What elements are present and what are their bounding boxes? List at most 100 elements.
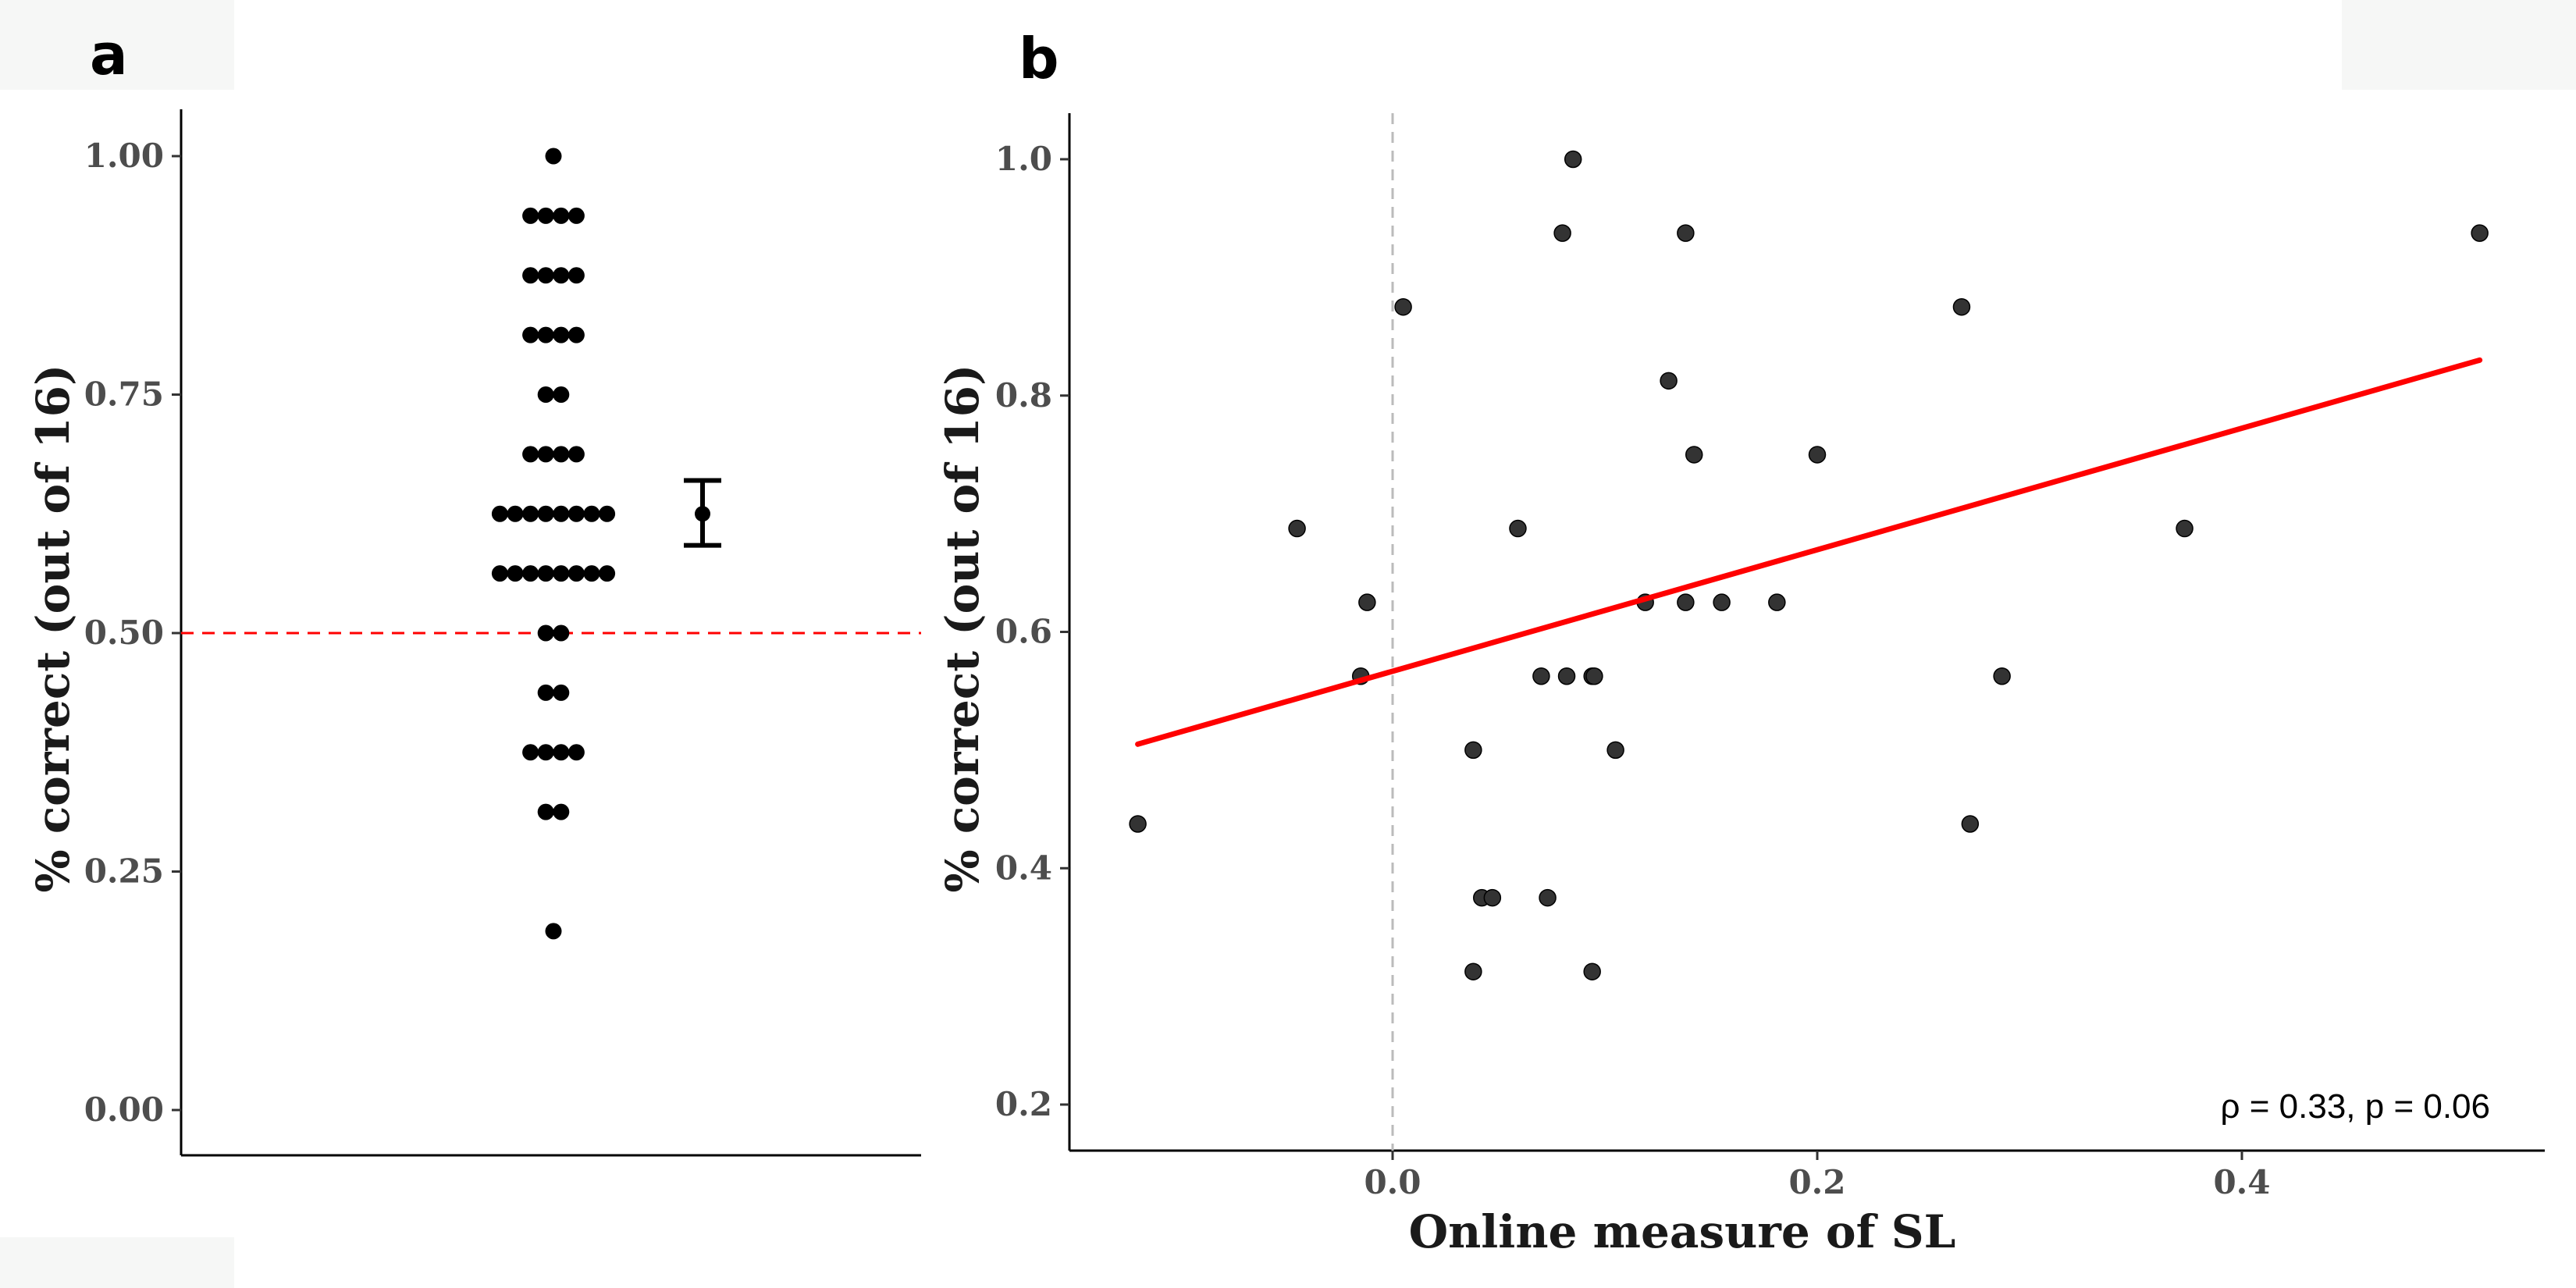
data-point xyxy=(553,267,570,284)
panel-b-y-tick-label: 0.8 xyxy=(995,376,1052,415)
data-point xyxy=(1952,297,1971,316)
data-point xyxy=(545,148,562,165)
data-point xyxy=(553,207,570,224)
data-point xyxy=(1483,888,1502,907)
data-point xyxy=(537,267,554,284)
data-point xyxy=(1961,815,1980,833)
corner-patch-bottom-left xyxy=(0,1237,234,1288)
data-point xyxy=(1288,519,1306,538)
data-point xyxy=(568,565,585,582)
panel-a-chart: % correct (out of 16) 0.00 0.25 0.50 0.75 1.… xyxy=(27,109,921,1157)
panel-b-chart: % correct (out of 16) Online measure of … xyxy=(936,113,2545,1258)
data-point xyxy=(553,505,570,522)
data-point xyxy=(1394,297,1412,316)
panel-b-y-tick-label: 1.0 xyxy=(995,140,1052,178)
data-point xyxy=(2176,519,2194,538)
data-point xyxy=(1583,962,1601,980)
data-point xyxy=(537,207,554,224)
data-point xyxy=(568,744,585,761)
data-point xyxy=(522,326,539,343)
data-point xyxy=(553,803,570,820)
data-point xyxy=(553,565,570,582)
data-point xyxy=(553,684,570,701)
data-point xyxy=(522,505,539,522)
panel-label-a: a xyxy=(90,22,128,87)
data-point xyxy=(553,446,570,463)
data-point xyxy=(1358,593,1376,611)
corner-patch-top-right xyxy=(2342,0,2576,90)
panel-b-y-tick-label: 0.2 xyxy=(995,1085,1052,1123)
data-point xyxy=(599,565,616,582)
data-point xyxy=(1808,446,1827,464)
data-point xyxy=(1685,446,1703,464)
panel-b-y-tick-label: 0.4 xyxy=(995,849,1052,887)
panel-b-x-tick-label: 0.4 xyxy=(2213,1163,2270,1201)
regression-line xyxy=(1135,357,2483,747)
data-point xyxy=(1677,593,1695,611)
panel-a-y-tick-label: 0.00 xyxy=(84,1091,164,1129)
panel-b-x-axis-title: Online measure of SL xyxy=(1409,1205,1956,1258)
data-point xyxy=(1564,150,1582,169)
panel-label-b: b xyxy=(1019,26,1059,91)
data-point xyxy=(1660,372,1678,390)
data-point xyxy=(568,267,585,284)
data-point xyxy=(1768,593,1786,611)
data-point xyxy=(1606,741,1624,760)
data-point xyxy=(491,565,508,582)
data-point xyxy=(1713,593,1731,611)
panel-a-y-tick-label: 0.25 xyxy=(84,852,164,891)
data-point xyxy=(568,326,585,343)
data-point xyxy=(522,565,539,582)
panel-b-y-axis-title: % correct (out of 16) xyxy=(936,365,989,893)
data-point xyxy=(522,744,539,761)
data-point xyxy=(1532,667,1550,685)
data-point xyxy=(537,803,554,820)
data-point xyxy=(507,565,524,582)
data-point xyxy=(1129,815,1147,833)
panel-b-x-tick-label: 0.0 xyxy=(1364,1163,1421,1201)
data-point xyxy=(522,446,539,463)
data-point xyxy=(537,744,554,761)
data-point xyxy=(537,624,554,642)
data-point xyxy=(537,684,554,701)
data-point xyxy=(2471,224,2489,242)
data-point xyxy=(1464,741,1482,760)
data-point xyxy=(507,505,524,522)
data-point xyxy=(491,505,508,522)
data-point xyxy=(1585,667,1603,685)
data-point xyxy=(1464,962,1482,980)
data-point xyxy=(1557,667,1576,685)
data-point xyxy=(568,505,585,522)
data-point xyxy=(1539,888,1557,907)
data-point xyxy=(537,326,554,343)
data-point xyxy=(553,386,570,403)
data-point xyxy=(1509,519,1527,538)
data-point xyxy=(1677,224,1695,242)
data-point xyxy=(553,624,570,642)
data-point xyxy=(537,565,554,582)
data-point xyxy=(1553,224,1571,242)
mean-point xyxy=(695,506,710,522)
data-point xyxy=(583,565,600,582)
panel-a-y-tick-label: 0.75 xyxy=(84,375,164,414)
panel-b-y-tick-label: 0.6 xyxy=(995,613,1052,651)
data-point xyxy=(537,446,554,463)
panel-a-y-axis-title: % correct (out of 16) xyxy=(27,365,80,893)
data-point xyxy=(553,326,570,343)
corner-patch-top-left xyxy=(0,0,234,90)
data-point xyxy=(553,744,570,761)
data-point xyxy=(537,505,554,522)
data-point xyxy=(522,207,539,224)
data-point xyxy=(568,446,585,463)
data-point xyxy=(545,923,562,940)
panel-b-x-tick-label: 0.2 xyxy=(1788,1163,1845,1201)
correlation-annotation: ρ = 0.33, p = 0.06 xyxy=(2220,1087,2490,1126)
panel-a-y-tick-label: 0.50 xyxy=(84,614,164,652)
data-point xyxy=(583,505,600,522)
data-point xyxy=(522,267,539,284)
data-point xyxy=(537,386,554,403)
panel-a-y-tick-label: 1.00 xyxy=(84,137,164,175)
data-point xyxy=(568,207,585,224)
data-point xyxy=(599,505,616,522)
